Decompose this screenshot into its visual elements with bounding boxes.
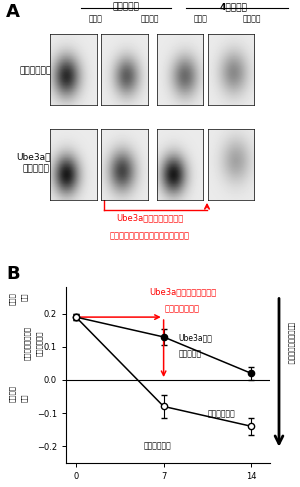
Text: Ube3a母性
欠損マウス: Ube3a母性 欠損マウス xyxy=(16,152,56,174)
Text: 優位: 優位 xyxy=(21,292,27,300)
Text: 野生型マウス: 野生型マウス xyxy=(20,67,52,75)
Text: Ube3a母性欠損マウスは: Ube3a母性欠損マウスは xyxy=(149,287,216,296)
Text: 欠損マウス: 欠損マウス xyxy=(178,350,202,358)
Text: 非遥蔽眼: 非遥蔽眼 xyxy=(9,385,15,402)
Text: 可塑性が小さい: 可塑性が小さい xyxy=(165,304,200,313)
Text: 遥蔽眼: 遥蔽眼 xyxy=(89,15,103,23)
Text: 遥蔽後に反応がほとんど変化しない: 遥蔽後に反応がほとんど変化しない xyxy=(110,231,190,241)
Text: Ube3a母性欠損マウスは: Ube3a母性欠損マウスは xyxy=(116,213,184,222)
Text: Ube3a母性: Ube3a母性 xyxy=(178,333,212,342)
Text: 優位: 優位 xyxy=(21,393,27,402)
Text: 非遥蔽眼: 非遥蔽眼 xyxy=(141,15,159,23)
Text: 視覚野反応の: 視覚野反応の xyxy=(36,331,42,356)
Text: 野生型マウス: 野生型マウス xyxy=(143,441,171,450)
Text: 遥蔽後の日数: 遥蔽後の日数 xyxy=(207,410,235,419)
Text: B: B xyxy=(6,265,20,283)
Text: A: A xyxy=(6,2,20,20)
Text: 片眼遥蔽前: 片眼遥蔽前 xyxy=(112,2,140,12)
Text: 4日間遥蔽: 4日間遥蔽 xyxy=(220,2,248,12)
Text: 片眼遥蔽による可塑性: 片眼遥蔽による可塑性 xyxy=(288,322,294,365)
Text: 遥蔽眼: 遥蔽眼 xyxy=(9,292,15,305)
Text: 相対的な眼優位性: 相対的な眼優位性 xyxy=(24,326,30,360)
Text: 非遥蔽眼: 非遥蔽眼 xyxy=(243,15,261,23)
Text: 遥蔽眼: 遥蔽眼 xyxy=(194,15,208,23)
